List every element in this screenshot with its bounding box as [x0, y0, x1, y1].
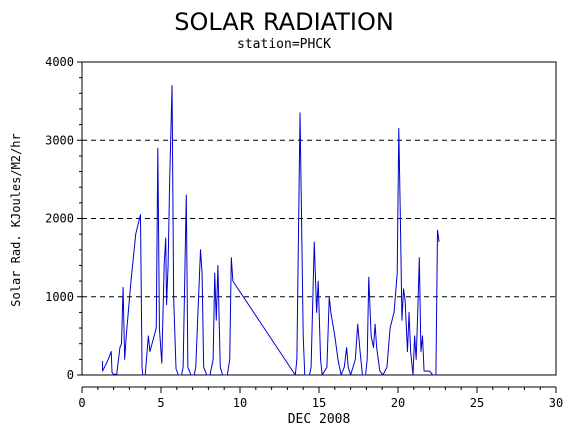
x-tick-label: 5 [157, 396, 164, 410]
x-axis: 0 5 10 15 20 25 30 [78, 386, 563, 410]
y-tick-label: 3000 [45, 133, 74, 147]
y-tick-label: 2000 [45, 212, 74, 226]
x-tick-label: 15 [312, 396, 326, 410]
y-tick-label: 0 [67, 368, 74, 382]
grid [82, 61, 556, 376]
y-axis: 0 1000 2000 3000 4000 [45, 55, 82, 382]
x-tick-label: 30 [549, 396, 563, 410]
y-tick-label: 4000 [45, 55, 74, 69]
chart-subtitle: station=PHCK [237, 37, 331, 52]
x-tick-label: 10 [233, 396, 247, 410]
y-tick-label: 1000 [45, 290, 74, 304]
series-line [102, 84, 440, 376]
y-axis-label: Solar Rad. KJoules/M2/hr [9, 133, 23, 306]
x-tick-label: 25 [470, 396, 484, 410]
x-tick-label: 20 [391, 396, 405, 410]
x-tick-label: 0 [78, 396, 85, 410]
series-layer [102, 84, 440, 376]
x-axis-label: DEC 2008 [288, 412, 351, 427]
chart-title: SOLAR RADIATION [174, 8, 394, 36]
